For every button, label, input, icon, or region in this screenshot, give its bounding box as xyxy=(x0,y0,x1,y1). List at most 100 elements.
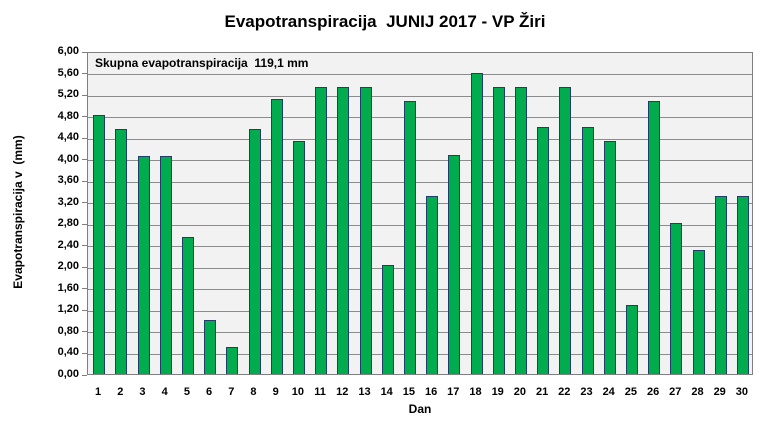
bar-day-4 xyxy=(159,155,172,374)
y-tick-mark xyxy=(82,223,87,225)
bar-day-1 xyxy=(93,115,106,374)
x-tick-label-day-24: 24 xyxy=(602,386,615,398)
y-tick-label: 3,60 xyxy=(57,174,79,187)
y-tick-mark xyxy=(82,180,87,182)
x-tick-label-day-22: 22 xyxy=(558,386,571,398)
y-tick-mark xyxy=(82,94,87,96)
bar-day-20 xyxy=(514,87,527,374)
bar-day-16 xyxy=(426,196,439,374)
x-tick-label-day-14: 14 xyxy=(380,386,393,398)
y-tick-mark xyxy=(82,331,87,333)
y-tick-label: 1,20 xyxy=(57,303,79,316)
y-axis-title: Evapotranspiracija v (mm) xyxy=(11,135,25,289)
x-tick-label-day-9: 9 xyxy=(272,386,279,398)
x-axis-title: Dan xyxy=(408,402,432,416)
bar-day-3 xyxy=(137,155,150,374)
gridline xyxy=(88,181,752,183)
bar-day-18 xyxy=(470,72,483,374)
bar-day-24 xyxy=(603,140,616,374)
bar-day-22 xyxy=(559,87,572,374)
gridline xyxy=(88,117,752,119)
y-tick-mark xyxy=(82,202,87,204)
x-tick-label-day-8: 8 xyxy=(250,386,257,398)
y-tick-label: 4,00 xyxy=(57,152,79,165)
gridline xyxy=(88,246,752,248)
y-tick-mark xyxy=(82,51,87,53)
bar-day-5 xyxy=(181,236,194,374)
gridline xyxy=(88,224,752,226)
bar-day-19 xyxy=(492,87,505,374)
x-tick-label-day-5: 5 xyxy=(183,386,190,398)
x-tick-label-day-19: 19 xyxy=(491,386,504,398)
gridline xyxy=(88,95,752,97)
y-tick-label: 0,80 xyxy=(57,324,79,337)
x-tick-label-day-2: 2 xyxy=(117,386,124,398)
bar-day-21 xyxy=(537,127,550,374)
y-tick-label: 2,00 xyxy=(57,260,79,273)
bar-day-15 xyxy=(403,100,416,374)
y-tick-label: 0,00 xyxy=(57,368,79,380)
bar-day-2 xyxy=(115,128,128,374)
x-tick-label-day-4: 4 xyxy=(161,386,168,398)
bar-day-23 xyxy=(581,127,594,374)
y-tick-mark xyxy=(82,288,87,290)
y-tick-label: 4,80 xyxy=(57,109,79,122)
bar-day-13 xyxy=(359,87,372,374)
plot-area: Skupna evapotranspiracija 119,1 mm xyxy=(87,52,753,375)
y-tick-mark xyxy=(82,245,87,247)
gridline xyxy=(88,310,752,312)
gridline xyxy=(88,138,752,140)
y-tick-label: 0,40 xyxy=(57,346,79,359)
y-tick-mark xyxy=(82,266,87,268)
bar-day-11 xyxy=(315,87,328,374)
x-tick-label-day-30: 30 xyxy=(735,386,749,398)
x-tick-label-day-6: 6 xyxy=(206,386,213,398)
x-tick-label-day-28: 28 xyxy=(691,386,704,398)
y-tick-mark xyxy=(82,352,87,354)
bar-day-9 xyxy=(270,99,283,374)
bar-day-12 xyxy=(337,87,350,374)
bar-day-8 xyxy=(248,128,261,374)
bar-day-28 xyxy=(692,250,705,374)
y-tick-label: 3,20 xyxy=(57,195,79,208)
gridline xyxy=(88,332,752,334)
y-tick-label: 6,00 xyxy=(57,45,79,57)
bar-day-10 xyxy=(292,140,305,374)
gridline xyxy=(88,267,752,269)
bar-day-27 xyxy=(670,223,683,374)
gridline xyxy=(88,289,752,291)
x-tick-label-day-15: 15 xyxy=(402,386,416,398)
y-tick-label: 2,40 xyxy=(57,238,79,251)
x-tick-label-day-11: 11 xyxy=(314,386,326,398)
y-tick-mark xyxy=(82,374,87,376)
x-tick-label-day-21: 21 xyxy=(535,386,549,398)
y-tick-mark xyxy=(82,116,87,118)
bar-day-29 xyxy=(714,196,727,374)
x-tick-label-day-27: 27 xyxy=(669,386,682,398)
x-tick-label-day-16: 16 xyxy=(424,386,438,398)
y-tick-label: 1,60 xyxy=(57,281,79,294)
y-tick-mark xyxy=(82,159,87,161)
x-tick-label-day-3: 3 xyxy=(139,386,146,398)
bar-day-7 xyxy=(226,347,239,374)
x-tick-label-day-10: 10 xyxy=(291,386,305,398)
total-annotation-text: Skupna evapotranspiracija 119,1 mm xyxy=(95,56,309,71)
total-annotation-box: Skupna evapotranspiracija 119,1 mm xyxy=(88,53,752,75)
y-tick-label: 5,60 xyxy=(57,66,79,79)
gridline xyxy=(88,203,752,205)
bar-day-25 xyxy=(625,305,638,374)
y-tick-mark xyxy=(82,137,87,139)
chart-title: Evapotranspiracija JUNIJ 2017 - VP Žiri xyxy=(224,12,546,31)
bar-day-26 xyxy=(648,100,661,374)
bar-day-6 xyxy=(204,320,217,374)
y-tick-mark xyxy=(82,309,87,311)
x-tick-label-day-23: 23 xyxy=(580,386,593,398)
y-tick-mark xyxy=(82,73,87,75)
x-tick-label-day-25: 25 xyxy=(624,386,638,398)
gridline xyxy=(88,74,752,76)
bar-day-17 xyxy=(448,155,461,374)
x-tick-label-day-17: 17 xyxy=(447,386,460,398)
bar-day-14 xyxy=(381,264,394,374)
x-tick-label-day-29: 29 xyxy=(713,386,726,398)
